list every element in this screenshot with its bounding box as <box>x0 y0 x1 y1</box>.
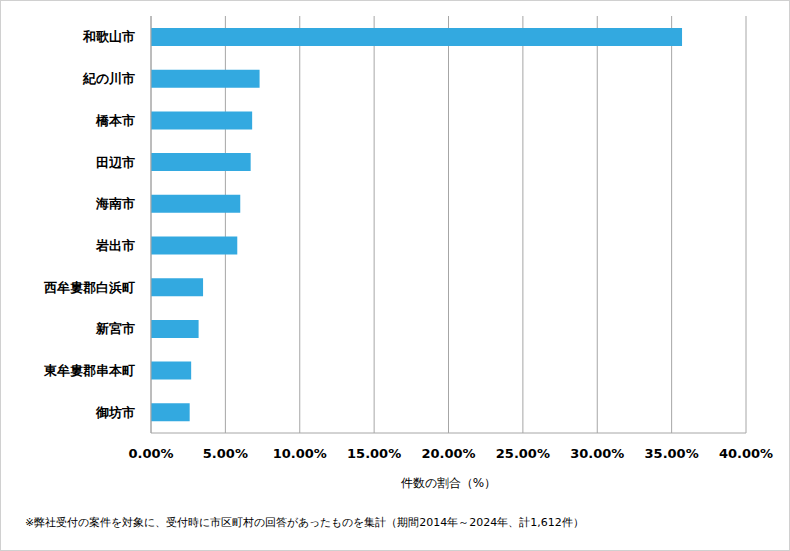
svg-text:新宮市: 新宮市 <box>95 321 135 336</box>
svg-text:15.00%: 15.00% <box>347 446 401 461</box>
html-text:※弊社受付の案件を対象に、受付時に市区町村の回答があったもの: ※弊社受付の案件を対象に、受付時に市区町村の回答があったものを集計（期間2014… <box>25 516 584 529</box>
svg-text:橋本市: 橋本市 <box>95 113 135 128</box>
svg-text:岩出市: 岩出市 <box>95 238 135 253</box>
svg-text:40.00%: 40.00% <box>719 446 773 461</box>
svg-text:0.00%: 0.00% <box>128 446 173 461</box>
svg-text:20.00%: 20.00% <box>421 446 475 461</box>
svg-text:海南市: 海南市 <box>95 196 135 211</box>
svg-text:和歌山市: 和歌山市 <box>82 29 135 44</box>
svg-text:御坊市: 御坊市 <box>95 405 135 420</box>
svg-text:30.00%: 30.00% <box>570 446 624 461</box>
svg-text:25.00%: 25.00% <box>496 446 550 461</box>
svg-text:東牟婁郡串本町: 東牟婁郡串本町 <box>43 363 135 378</box>
svg-text:35.00%: 35.00% <box>645 446 699 461</box>
svg-text:件数の割合（%）: 件数の割合（%） <box>401 476 496 490</box>
svg-text:田辺市: 田辺市 <box>96 155 135 170</box>
svg-text:西牟婁郡白浜町: 西牟婁郡白浜町 <box>43 280 135 295</box>
svg-text:10.00%: 10.00% <box>273 446 327 461</box>
svg-text:紀の川市: 紀の川市 <box>82 71 135 86</box>
svg-text:5.00%: 5.00% <box>203 446 248 461</box>
